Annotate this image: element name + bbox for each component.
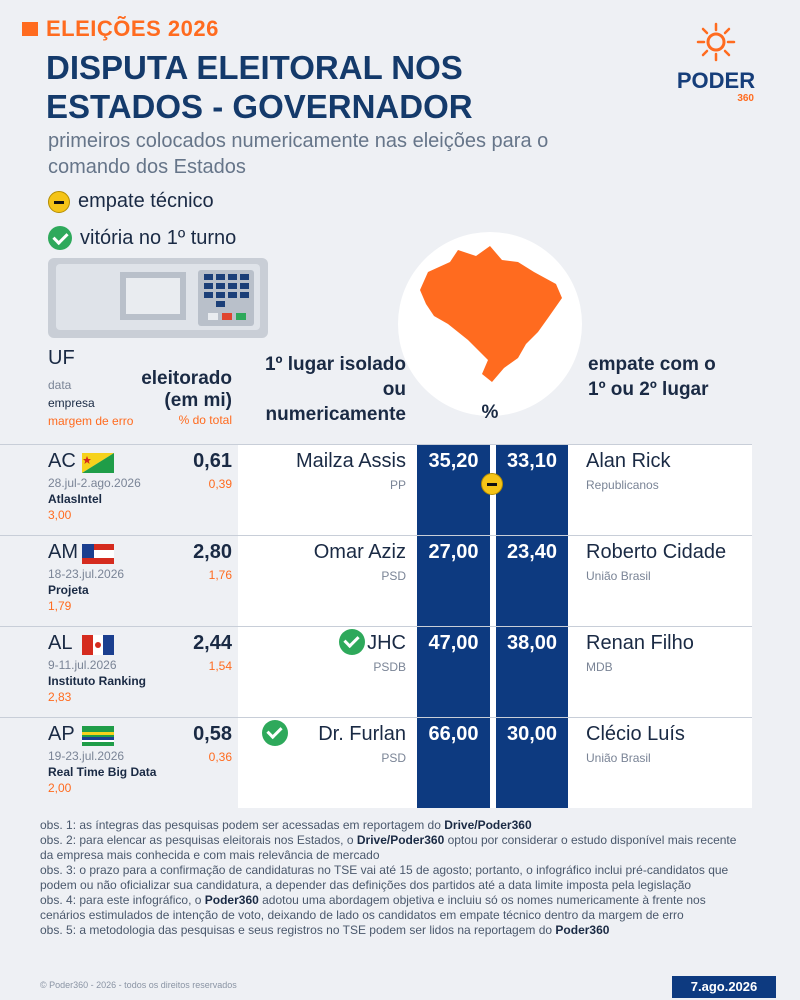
row-first-name: JHC [367,632,406,654]
state-flag-icon [82,544,114,564]
row-divider [0,626,752,627]
col-tie: empate com o 1º ou 2º lugar [588,354,716,400]
col-pct-total: % do total [178,413,232,427]
row-date: 18-23.jul.2026 [48,567,125,581]
row-margin: 2,83 [48,690,72,704]
row-first-pct: 66,00 [428,723,479,745]
table-row: AL 9-11.jul.2026 Instituto Ranking 2,83 … [0,626,752,717]
legend-win-label: vitória no 1º turno [80,226,237,249]
poder360-logo: PODER 360 [668,22,764,104]
row-company: Instituto Ranking [48,674,146,688]
row-margin: 2,00 [48,781,72,795]
row-date: 19-23.jul.2026 [48,749,125,763]
row-pct-total: 0,39 [208,477,232,491]
row-first-name: Dr. Furlan [318,723,406,745]
row-electorate: 2,44 [193,632,232,654]
row-uf: AP [48,723,75,745]
row-second-name: Alan Rick [586,450,671,472]
row-company: Real Time Big Data [48,765,157,779]
note-3: obs. 3: o prazo para a confirmação de ca… [40,863,729,892]
note-1: obs. 1: as íntegras das pesquisas podem … [40,818,532,832]
row-first-name: Mailza Assis [295,450,406,472]
row-first-party: PSD [381,569,406,583]
col-margem: margem de erro [48,414,134,428]
col-first: 1º lugar isolado ou numericamente [264,354,406,425]
row-second-party: União Brasil [586,569,651,583]
row-pct-total: 1,54 [208,659,232,673]
note-2: obs. 2: para elencar as pesquisas eleito… [40,833,737,862]
row-second-party: União Brasil [586,751,651,765]
row-uf: AL [48,632,73,654]
col-data: data [48,378,72,392]
tie-icon [481,473,503,495]
row-margin: 3,00 [48,508,72,522]
state-flag-icon [82,726,114,746]
publish-date: 7.ago.2026 [672,976,776,998]
row-first-name: Omar Aziz [313,541,406,563]
row-electorate: 0,61 [193,450,232,472]
table-row: AP 19-23.jul.2026 Real Time Big Data 2,0… [0,717,752,808]
row-second-name: Renan Filho [586,632,694,654]
row-first-party: PSDB [373,660,406,674]
row-divider [0,535,752,536]
row-first-party: PP [389,478,406,492]
kicker-text: ELEIÇÕES 2026 [46,16,219,41]
tie-icon [48,190,70,213]
table-row: AM 18-23.jul.2026 Projeta 1,79 2,80 1,76… [0,535,752,626]
col-uf: UF [48,347,75,369]
kicker: ELEIÇÕES 2026 [22,16,219,42]
legend-tie-label: empate técnico [78,190,214,212]
row-second-pct: 38,00 [506,632,558,654]
row-date: 28.jul-2.ago.2026 [48,476,141,490]
row-electorate: 2,80 [193,541,232,563]
col-eleitorado: eleitorado (em mi) [141,368,232,411]
notes: obs. 1: as íntegras das pesquisas podem … [40,818,752,938]
copyright: © Poder360 - 2026 - todos os direitos re… [40,980,237,990]
note-5: obs. 5: a metodologia das pesquisas e se… [40,923,610,937]
voting-machine-icon [48,258,268,338]
row-pct-total: 0,36 [208,750,232,764]
legend-tie: empate técnico [48,190,214,213]
row-second-pct: 30,00 [506,723,558,745]
check-icon [339,629,365,655]
row-second-name: Clécio Luís [586,723,685,745]
row-second-party: Republicanos [586,478,659,492]
table-row: AC 28.jul-2.ago.2026 AtlasIntel 3,00 0,6… [0,444,752,535]
row-divider [0,444,752,445]
state-flag-icon [82,453,114,473]
row-company: Projeta [48,583,89,597]
row-pct-total: 1,76 [208,568,232,582]
row-first-pct: 47,00 [428,632,479,654]
row-first-pct: 27,00 [428,541,479,563]
note-4: obs. 4: para este infográfico, o Poder36… [40,893,706,922]
row-uf: AC [48,450,76,472]
col-pct: % [481,402,499,423]
legend-win: vitória no 1º turno [48,226,236,250]
check-icon [48,226,72,250]
brazil-map-icon [420,246,562,382]
row-margin: 1,79 [48,599,72,613]
page-title: DISPUTA ELEITORAL NOS ESTADOS - GOVERNAD… [46,49,473,125]
check-icon [262,720,288,746]
state-flag-icon [82,635,114,655]
page-subtitle: primeiros colocados numericamente nas el… [48,130,549,178]
map-circle [398,232,582,416]
kicker-square-icon [22,22,38,36]
row-second-name: Roberto Cidade [586,541,727,563]
row-second-pct: 33,10 [506,450,558,472]
row-second-pct: 23,40 [506,541,558,563]
row-uf: AM [48,541,78,563]
row-date: 9-11.jul.2026 [48,658,117,672]
col-empresa: empresa [48,396,95,410]
logo-sub: 360 [737,93,754,104]
logo-word: PODER [676,68,756,93]
row-electorate: 0,58 [193,723,232,745]
row-first-pct: 35,20 [428,450,479,472]
row-first-party: PSD [381,751,406,765]
row-company: AtlasIntel [48,492,103,506]
row-divider [0,717,752,718]
row-second-party: MDB [586,660,613,674]
sun-logo-icon [696,22,736,62]
